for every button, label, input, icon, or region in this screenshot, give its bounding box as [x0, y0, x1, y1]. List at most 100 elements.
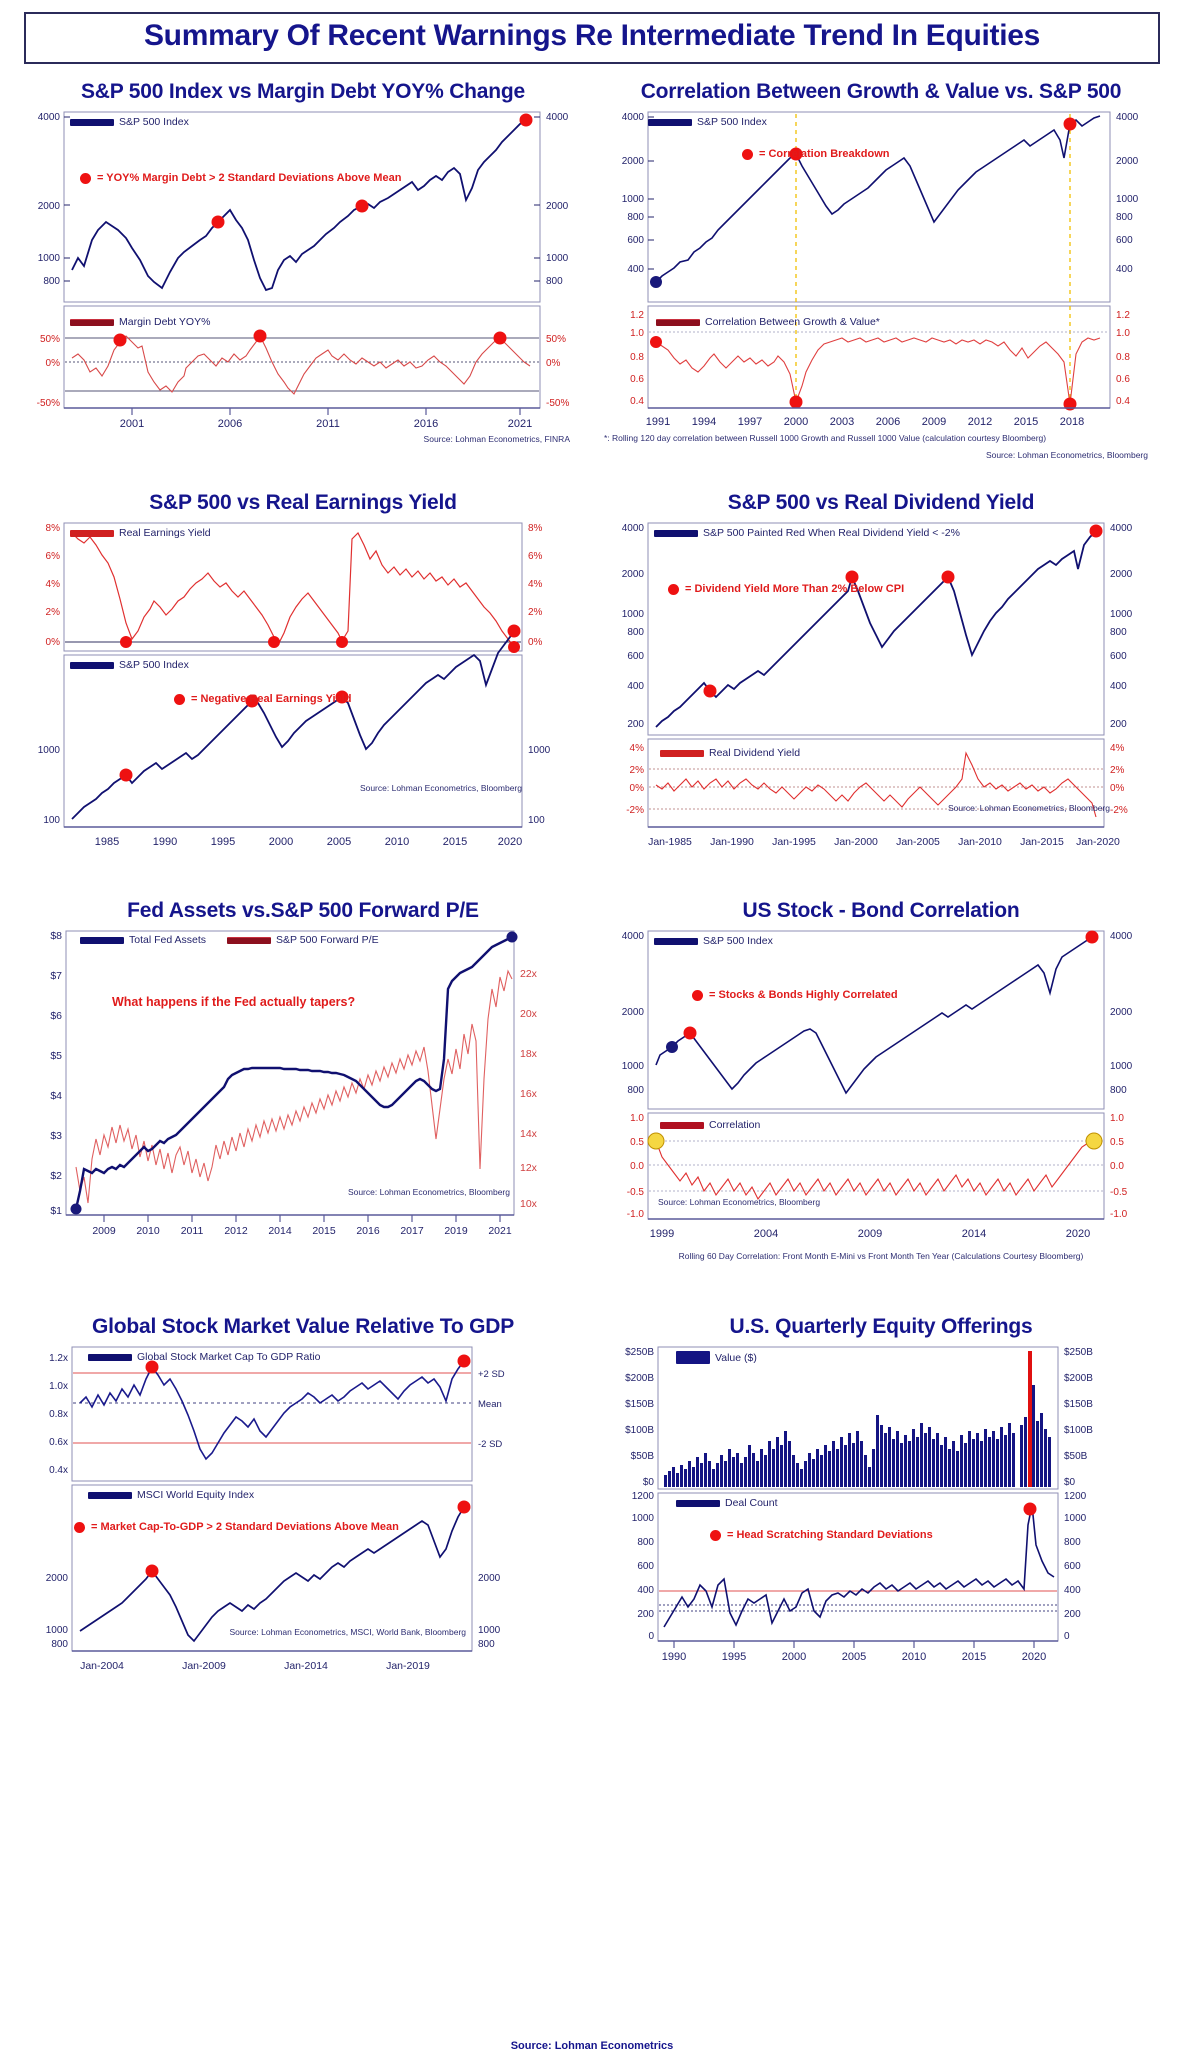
red-dot-icon [710, 1529, 721, 1541]
legend-label: Global Stock Market Cap To GDP Ratio [137, 1351, 321, 1363]
legend-label: S&P 500 Painted Red When Real Dividend Y… [703, 527, 960, 539]
svg-text:1200: 1200 [632, 1491, 655, 1502]
page-title: Summary Of Recent Warnings Re Intermedia… [143, 19, 1041, 52]
svg-text:2000: 2000 [38, 201, 61, 212]
svg-text:600: 600 [1116, 235, 1133, 246]
legend-sp500-painted: S&P 500 Painted Red When Real Dividend Y… [654, 527, 960, 539]
svg-text:Jan-2000: Jan-2000 [834, 836, 878, 848]
svg-text:Jan-1990: Jan-1990 [710, 836, 754, 848]
svg-text:4000: 4000 [622, 931, 645, 942]
chart-title: Correlation Between Growth & Value vs. S… [640, 80, 1122, 103]
svg-text:1000: 1000 [632, 1513, 655, 1524]
svg-text:22x: 22x [520, 968, 538, 980]
chart-plot-area: Total Fed Assets S&P 500 Forward P/E Wha… [22, 929, 584, 1239]
svg-text:1000: 1000 [46, 1625, 69, 1636]
svg-text:1.2: 1.2 [1116, 310, 1130, 321]
svg-text:$200B: $200B [625, 1373, 654, 1384]
svg-text:2006: 2006 [876, 416, 900, 428]
svg-text:1000: 1000 [1116, 194, 1139, 205]
source-label: Source: Lohman Econometrics, Bloomberg [359, 783, 522, 793]
svg-text:0.8x: 0.8x [49, 1409, 68, 1420]
svg-text:0.5: 0.5 [630, 1137, 644, 1148]
svg-text:0.6: 0.6 [630, 374, 644, 385]
legend-label: S&P 500 Forward P/E [276, 934, 379, 946]
legend-label: S&P 500 Index [119, 659, 189, 671]
legend-deal-count: Deal Count [676, 1497, 778, 1509]
svg-text:2015: 2015 [962, 1651, 986, 1663]
svg-text:14x: 14x [520, 1128, 538, 1140]
svg-text:-0.5: -0.5 [627, 1187, 645, 1198]
svg-text:2015: 2015 [443, 836, 467, 848]
svg-text:2%: 2% [528, 607, 543, 618]
svg-text:$6: $6 [50, 1010, 62, 1022]
svg-text:0.6: 0.6 [1116, 374, 1130, 385]
chart-title: U.S. Quarterly Equity Offerings [729, 1315, 1033, 1338]
chart-card-correlation-growth-value: Correlation Between Growth & Value vs. S… [592, 70, 1170, 460]
svg-text:2009: 2009 [922, 416, 946, 428]
chart-card-us-quarterly-equity-offerings: U.S. Quarterly Equity Offerings Value ($… [592, 1305, 1170, 1675]
svg-text:$5: $5 [50, 1050, 62, 1062]
svg-text:400: 400 [637, 1585, 654, 1596]
svg-text:50%: 50% [40, 334, 60, 345]
legend-label: Real Dividend Yield [709, 747, 801, 759]
svg-text:0%: 0% [630, 783, 645, 794]
svg-text:400: 400 [1116, 264, 1133, 275]
svg-text:0%: 0% [528, 637, 543, 648]
svg-text:400: 400 [1064, 1585, 1081, 1596]
svg-text:800: 800 [627, 627, 644, 638]
red-dot-icon [668, 583, 679, 595]
svg-text:$100B: $100B [1064, 1425, 1093, 1436]
annotation-note: = Stocks & Bonds Highly Correlated [692, 989, 898, 1001]
svg-text:-50%: -50% [546, 398, 569, 409]
svg-text:6%: 6% [528, 551, 543, 562]
chart-title: Fed Assets vs.S&P 500 Forward P/E [127, 899, 479, 922]
svg-text:$4: $4 [50, 1090, 62, 1102]
svg-text:0%: 0% [46, 358, 61, 369]
svg-text:2000: 2000 [1110, 1007, 1133, 1018]
chart-footnote: Rolling 60 Day Correlation: Front Month … [678, 1251, 1084, 1261]
svg-text:2016: 2016 [414, 418, 438, 430]
svg-text:4000: 4000 [622, 523, 645, 534]
svg-text:2000: 2000 [622, 156, 645, 167]
source-label: Source: Lohman Econometrics, Bloomberg [658, 1197, 821, 1207]
chart-svg: 8% 6% 4% 2% 0% 8% 6% 4% 2% 0% [38, 522, 551, 848]
chart-svg: $250B $200B $150B $100B $50B $0 $250B $20… [625, 1346, 1093, 1663]
svg-text:800: 800 [51, 1639, 68, 1650]
svg-text:2000: 2000 [478, 1573, 501, 1584]
svg-text:-1.0: -1.0 [627, 1209, 645, 1220]
svg-text:4%: 4% [46, 579, 61, 590]
svg-text:800: 800 [1064, 1537, 1081, 1548]
svg-text:2020: 2020 [1066, 1228, 1090, 1240]
svg-text:0%: 0% [1110, 783, 1125, 794]
legend-label: S&P 500 Index [119, 116, 189, 128]
svg-text:0.8: 0.8 [630, 352, 644, 363]
svg-text:2010: 2010 [902, 1651, 926, 1663]
svg-text:0.4x: 0.4x [49, 1465, 68, 1476]
source-label: Source: Lohman Econometrics, Bloomberg [947, 803, 1110, 813]
svg-text:-2%: -2% [626, 805, 644, 816]
annotation-note: = Dividend Yield More Than 2% Below CPI [668, 583, 904, 595]
svg-text:800: 800 [546, 276, 563, 287]
svg-text:2%: 2% [1110, 765, 1125, 776]
legend-sp500: S&P 500 Index [654, 935, 773, 947]
svg-text:600: 600 [627, 235, 644, 246]
svg-text:1000: 1000 [546, 253, 569, 264]
svg-text:2014: 2014 [268, 1225, 292, 1237]
svg-text:2000: 2000 [622, 1007, 645, 1018]
svg-text:$200B: $200B [1064, 1373, 1093, 1384]
chart-plot-area: Value ($) Deal Count = Head Scratching S… [600, 1345, 1162, 1665]
legend-label: Value ($) [715, 1351, 757, 1364]
svg-text:2010: 2010 [385, 836, 409, 848]
svg-text:800: 800 [478, 1639, 495, 1650]
svg-text:4000: 4000 [1110, 523, 1133, 534]
legend-swatch-navy-icon [88, 1491, 132, 1499]
legend-swatch-navy-icon [654, 937, 698, 945]
charts-grid: S&P 500 Index vs Margin Debt YOY% Change… [14, 70, 1170, 1675]
red-dot-icon [74, 1521, 85, 1533]
svg-text:2010: 2010 [136, 1225, 160, 1237]
svg-text:0%: 0% [46, 637, 61, 648]
svg-text:Jan-2014: Jan-2014 [284, 1660, 328, 1672]
svg-text:0.5: 0.5 [1110, 1137, 1124, 1148]
chart-title: US Stock - Bond Correlation [742, 899, 1020, 922]
legend-label: Correlation Between Growth & Value* [705, 316, 880, 328]
